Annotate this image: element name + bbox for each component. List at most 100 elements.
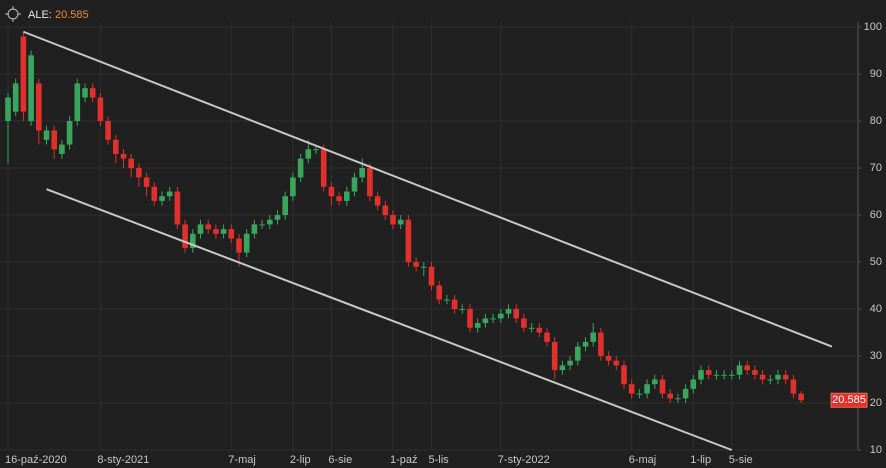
- candle-body: [36, 83, 42, 131]
- y-tick-label: 100: [864, 21, 882, 33]
- candle-body: [613, 360, 620, 366]
- candle-body: [236, 238, 242, 253]
- candle-body: [220, 229, 227, 234]
- y-tick-label: 90: [870, 68, 882, 80]
- candle-body: [759, 374, 766, 380]
- candle-body: [536, 327, 543, 333]
- y-tick-label: 30: [870, 350, 882, 362]
- candle-body: [259, 224, 265, 226]
- candle-body: [467, 309, 473, 328]
- candle-body: [551, 341, 558, 371]
- candle-body: [120, 153, 127, 159]
- candle-body: [605, 356, 612, 361]
- y-tick-label: 40: [870, 303, 882, 315]
- candle-body: [328, 186, 335, 197]
- y-tick-label: 60: [870, 209, 882, 221]
- x-tick-label: 5-lis: [429, 454, 450, 466]
- candle-body: [436, 285, 442, 300]
- candle-body: [351, 177, 358, 192]
- candle-body: [490, 318, 496, 320]
- candle-body: [359, 168, 365, 178]
- candle-body: [105, 121, 111, 140]
- candle-body: [636, 393, 643, 395]
- candle-body: [782, 374, 789, 380]
- candle-body: [197, 224, 204, 234]
- y-tick-label: 80: [870, 115, 882, 127]
- candle-body: [313, 149, 319, 151]
- candle-body: [736, 365, 743, 375]
- candle-body: [682, 388, 689, 399]
- candle-body: [575, 346, 581, 361]
- candle-body: [290, 177, 296, 197]
- candle-body: [20, 36, 27, 112]
- candle-body: [528, 327, 535, 329]
- symbol: ALE:: [28, 9, 52, 21]
- candle-body: [151, 186, 158, 201]
- candle-body: [790, 379, 797, 394]
- candle-body: [5, 97, 11, 122]
- candle-body: [43, 130, 50, 140]
- candle-body: [628, 384, 635, 394]
- candle-body: [243, 233, 250, 253]
- candle-body: [336, 196, 342, 201]
- candle-body: [390, 215, 396, 225]
- candle-body: [397, 219, 404, 225]
- candle-body: [51, 130, 57, 150]
- candle-body: [205, 224, 211, 230]
- candle-body: [274, 215, 281, 220]
- crosshair-icon[interactable]: [5, 6, 21, 22]
- candle-body: [798, 393, 804, 401]
- candle-body: [690, 379, 697, 389]
- candle-body: [667, 393, 673, 399]
- candle-body: [251, 224, 258, 234]
- candle-body: [267, 219, 273, 225]
- last-price-label: 20.585: [832, 394, 866, 406]
- candle-body: [97, 97, 104, 122]
- x-tick-label: 6-maj: [629, 454, 657, 466]
- candle-body: [521, 318, 527, 328]
- candle-body: [652, 379, 658, 385]
- candle-body: [451, 299, 458, 310]
- candle-body: [582, 341, 589, 347]
- candle-body: [498, 313, 504, 319]
- candle-body: [474, 323, 481, 328]
- candle-body: [28, 55, 34, 122]
- y-tick-label: 50: [870, 256, 882, 268]
- candle-body: [744, 365, 750, 371]
- candle-body: [367, 168, 373, 197]
- x-tick-label: 7-sty-2022: [498, 454, 550, 466]
- candle-body: [74, 83, 81, 122]
- y-tick-label: 20: [870, 397, 882, 409]
- candle-body: [721, 374, 727, 376]
- candle-body: [659, 379, 666, 394]
- candle-body: [675, 398, 681, 400]
- x-tick-label: 1-paź: [390, 454, 418, 466]
- candle-body: [12, 83, 19, 112]
- candle-body: [621, 365, 627, 385]
- candle-body: [482, 318, 489, 324]
- candle-body: [89, 88, 96, 98]
- candle-body: [505, 309, 512, 314]
- candle-body: [305, 149, 312, 159]
- candle-body: [590, 332, 596, 342]
- candle-body: [182, 224, 188, 248]
- x-tick-label: 16-paź-2020: [5, 454, 67, 466]
- x-tick-label: 1-lip: [690, 454, 711, 466]
- y-tick-label: 10: [870, 444, 882, 456]
- candle-body: [767, 379, 774, 381]
- candle-body: [159, 196, 165, 201]
- candle-body: [174, 191, 181, 225]
- candle-body: [713, 374, 720, 376]
- candle-body: [413, 262, 419, 267]
- candle-body: [297, 158, 304, 178]
- axis-mask: [0, 451, 858, 455]
- candle-body: [374, 196, 381, 206]
- x-tick-label: 7-maj: [228, 454, 256, 466]
- candle-body: [544, 332, 550, 342]
- candle-body: [166, 191, 173, 197]
- candle-body: [421, 266, 427, 268]
- trendline: [23, 30, 833, 348]
- x-tick-label: 6-sie: [328, 454, 352, 466]
